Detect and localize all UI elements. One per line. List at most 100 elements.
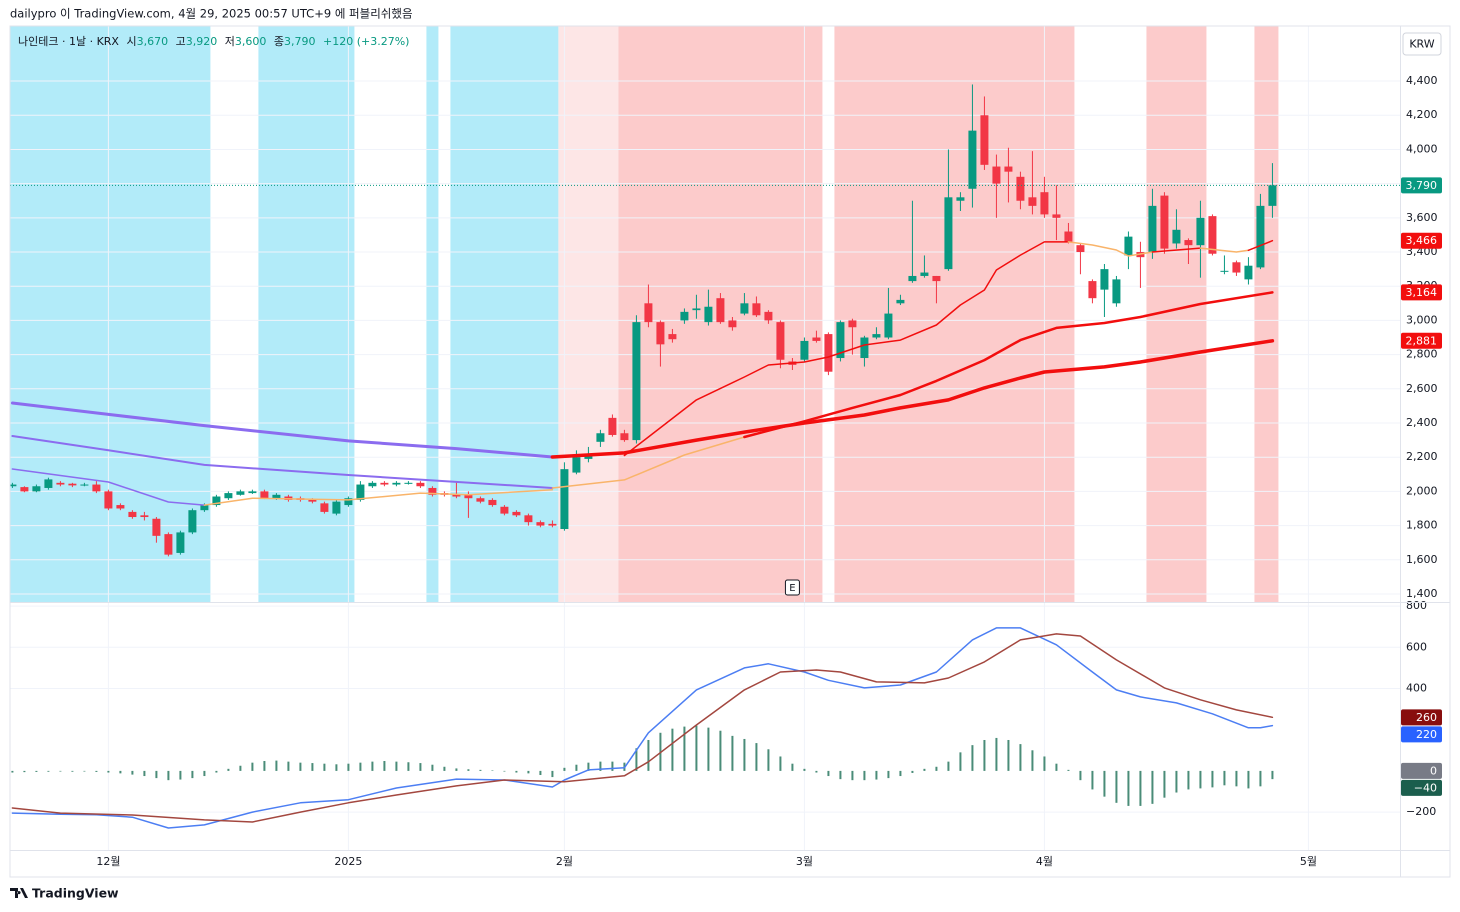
axis-badge-label: 3,164 xyxy=(1406,286,1438,299)
candle-body xyxy=(1208,216,1217,254)
event-marker xyxy=(784,579,800,596)
candle-body xyxy=(728,320,737,328)
candle-body xyxy=(1004,166,1013,172)
histogram-bar xyxy=(143,770,146,777)
histogram-bar xyxy=(311,763,314,771)
candle-body xyxy=(488,499,497,506)
candle-body xyxy=(872,334,881,338)
candle-body xyxy=(740,303,749,314)
candle-body xyxy=(944,197,953,270)
histogram-bar xyxy=(611,761,614,771)
histogram-bar xyxy=(239,765,242,771)
candle-body xyxy=(344,498,353,506)
candle-body xyxy=(1196,217,1205,246)
histogram-bar xyxy=(1151,770,1154,804)
candle-body xyxy=(1184,240,1193,246)
candle-body xyxy=(1220,270,1229,272)
y-tick-label: 1,800 xyxy=(1406,519,1438,532)
candle-body xyxy=(1232,262,1241,273)
histogram-bar xyxy=(179,770,182,780)
histogram-bar xyxy=(959,752,962,771)
histogram-bar xyxy=(671,728,674,771)
candle-body xyxy=(10,484,17,487)
histogram-bar xyxy=(983,739,986,771)
candle-body xyxy=(1256,205,1265,268)
candle-body xyxy=(1040,192,1049,215)
axis-badge-label: 3,790 xyxy=(1406,179,1438,192)
histogram-bar xyxy=(287,761,290,771)
histogram-bar xyxy=(791,763,794,771)
candle-body xyxy=(932,275,941,282)
histogram-bar xyxy=(1031,750,1034,771)
candle-body xyxy=(464,494,473,499)
histogram-bar xyxy=(995,737,998,771)
histogram-bar xyxy=(1067,769,1070,771)
currency-box[interactable] xyxy=(1402,32,1442,56)
histogram-bar xyxy=(467,769,470,771)
candle-body xyxy=(380,482,389,485)
histogram-bar xyxy=(563,767,566,771)
histogram-bar xyxy=(1043,756,1046,771)
histogram-bar xyxy=(1259,770,1262,787)
signal-region xyxy=(1254,26,1279,602)
histogram-bar xyxy=(1127,770,1130,806)
axis-badge-label: 260 xyxy=(1416,711,1437,724)
histogram-bar xyxy=(1103,770,1106,797)
y-tick-label: 2,800 xyxy=(1406,348,1438,361)
histogram-bar xyxy=(167,770,170,781)
candle-body xyxy=(332,501,341,514)
histogram-bar xyxy=(1115,770,1118,803)
candle-body xyxy=(392,482,401,485)
candle-body xyxy=(548,523,557,526)
signal-region xyxy=(834,26,1075,602)
histogram-bar xyxy=(719,730,722,771)
histogram-bar xyxy=(515,770,518,773)
pane xyxy=(10,603,1400,850)
histogram-bar xyxy=(83,770,86,772)
candle-body xyxy=(632,322,641,441)
histogram-bar xyxy=(899,770,902,777)
indicator-line xyxy=(1067,241,1154,257)
open-label: 시 xyxy=(126,35,136,48)
candle-body xyxy=(860,337,869,359)
candle-body xyxy=(1268,185,1277,206)
histogram-bar xyxy=(971,745,974,771)
axis-badge xyxy=(1401,284,1442,301)
histogram-bar xyxy=(1139,770,1142,806)
histogram-bar xyxy=(407,762,410,771)
candle-body xyxy=(500,506,509,514)
axis-badge xyxy=(1401,332,1442,349)
indicator-line xyxy=(550,339,1275,459)
histogram-bar xyxy=(11,770,14,773)
candle-body xyxy=(200,505,209,511)
logo-mark xyxy=(10,888,28,898)
histogram-bar xyxy=(95,770,98,772)
histogram-bar xyxy=(1235,770,1238,787)
histogram-bar xyxy=(911,770,914,773)
signal-region xyxy=(258,26,355,602)
histogram-bar xyxy=(743,738,746,771)
candle-body xyxy=(956,197,965,201)
histogram-bar xyxy=(683,726,686,771)
indicator-line xyxy=(551,436,746,489)
candle-body xyxy=(68,483,77,486)
histogram-bar xyxy=(503,770,506,772)
y-tick-label: 2,600 xyxy=(1406,382,1438,395)
histogram-bar xyxy=(1079,770,1082,781)
histogram-bar xyxy=(251,762,254,771)
histogram-bar xyxy=(755,743,758,771)
histogram-bar xyxy=(479,769,482,771)
histogram-bar xyxy=(491,770,494,771)
event-label: E xyxy=(789,583,795,594)
signal-region xyxy=(426,26,439,602)
histogram-bar xyxy=(851,770,854,781)
candle-body xyxy=(404,482,413,484)
candle-body xyxy=(824,334,833,372)
axis-badge xyxy=(1401,762,1442,779)
histogram-bar xyxy=(923,768,926,771)
publish-info: dailypro 이 TradingView.com, 4월 29, 2025 … xyxy=(10,7,413,21)
indicator-line xyxy=(743,291,1274,439)
candle-body xyxy=(1028,197,1037,206)
candle-body xyxy=(416,482,425,487)
indicator-line xyxy=(1199,247,1250,253)
